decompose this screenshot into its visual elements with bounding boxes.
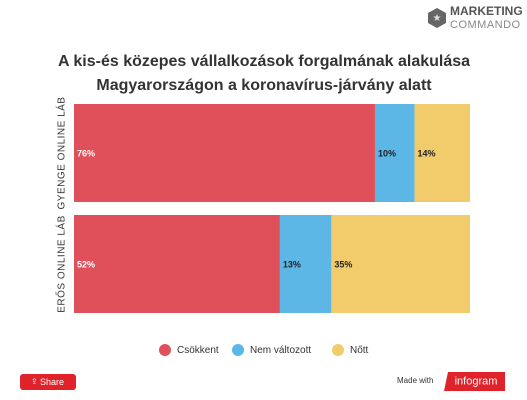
logo-text: COMMANDO [450, 19, 521, 31]
logo-icon [428, 8, 446, 28]
made-with: Made with [397, 376, 433, 385]
bar-segment [414, 104, 470, 202]
bar-segment [74, 215, 280, 313]
logo-star: ★ [433, 13, 442, 24]
category-label: GYENGE ONLINE LÁB [55, 97, 68, 210]
legend-swatch [159, 344, 171, 356]
share-label[interactable]: Share [40, 377, 64, 387]
share-icon: ⇪ [31, 377, 38, 386]
bar-segment [279, 215, 332, 313]
legend-label: Nőtt [350, 345, 369, 356]
chart-title: Magyarországon a koronavírus-járvány ala… [96, 77, 432, 94]
share-button[interactable] [20, 374, 76, 390]
bar-segment [74, 104, 375, 202]
value-label: 10% [378, 148, 396, 158]
logo-text: MARKETING [450, 4, 523, 18]
value-label: 35% [334, 259, 352, 269]
legend-swatch [232, 344, 244, 356]
category-label: ERŐS ONLINE LÁB [54, 215, 68, 313]
brand-badge[interactable] [444, 372, 505, 391]
legend-label: Csökkent [177, 345, 219, 356]
logo: ★ MARKETING COMMANDO [428, 4, 523, 31]
value-label: 13% [283, 259, 301, 269]
value-label: 52% [77, 259, 95, 269]
value-label: 14% [418, 148, 436, 158]
chart-title: A kis-és közepes vállalkozások forgalmán… [58, 53, 470, 70]
brand-label[interactable]: infogram [455, 375, 498, 387]
bar-segment [374, 104, 415, 202]
legend-label: Nem változott [250, 345, 311, 356]
value-label: 76% [77, 148, 95, 158]
bar-segment [331, 215, 470, 313]
legend-swatch [332, 344, 344, 356]
